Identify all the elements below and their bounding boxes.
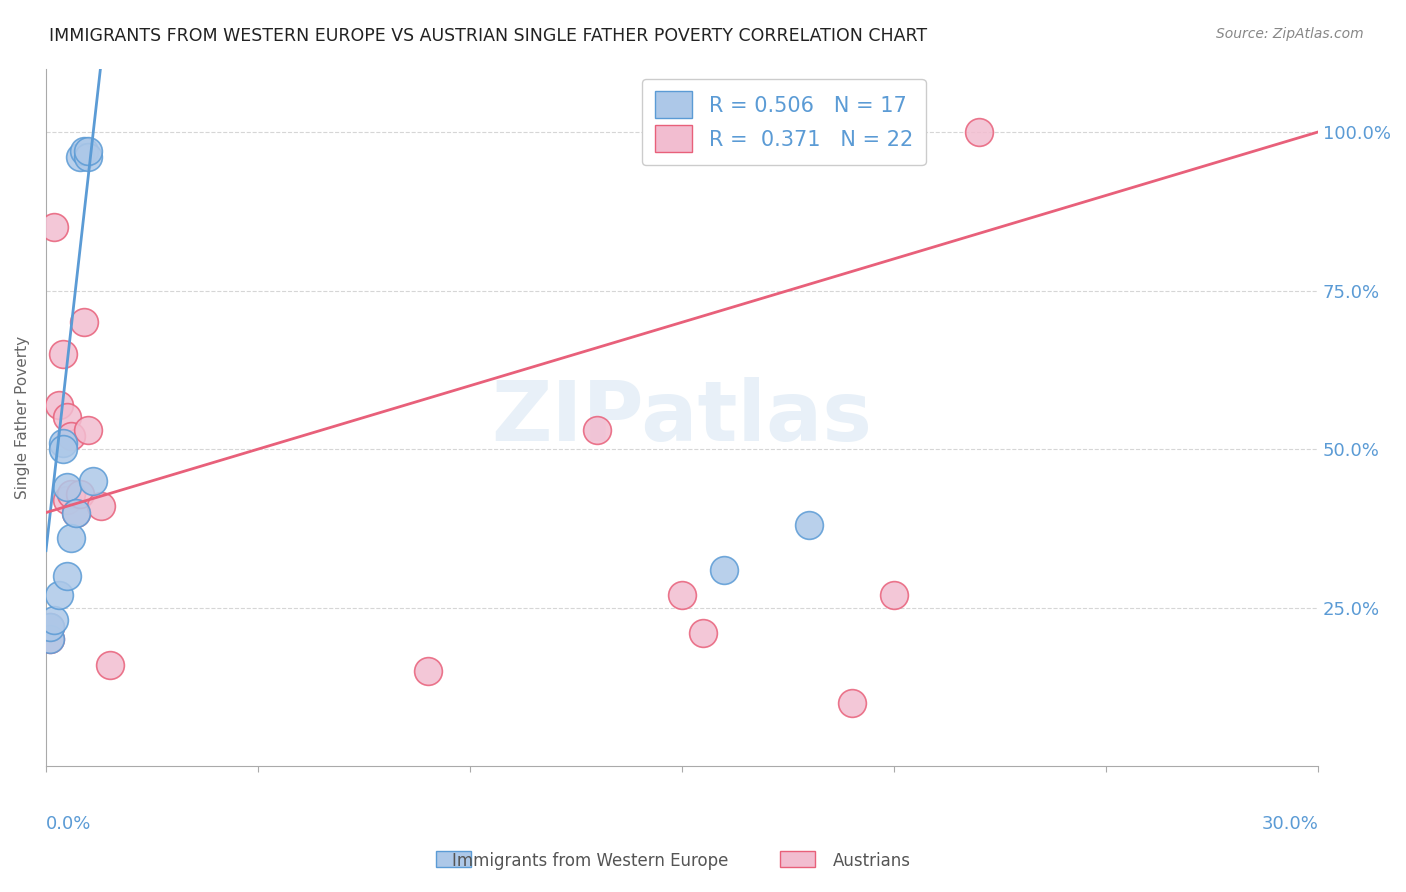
Point bbox=[39, 632, 62, 647]
Point bbox=[52, 442, 75, 457]
Point bbox=[44, 220, 66, 235]
Point bbox=[39, 632, 62, 647]
Point bbox=[586, 423, 609, 437]
Point bbox=[841, 696, 863, 710]
Point bbox=[60, 429, 83, 443]
Point bbox=[52, 435, 75, 450]
Text: Austrians: Austrians bbox=[832, 852, 911, 870]
Text: 0.0%: 0.0% bbox=[46, 815, 91, 833]
Point bbox=[967, 125, 990, 139]
Point bbox=[60, 531, 83, 545]
Point bbox=[671, 588, 693, 602]
Point bbox=[69, 150, 91, 164]
Point bbox=[56, 569, 79, 583]
Point bbox=[77, 423, 100, 437]
Point bbox=[39, 620, 62, 634]
Point bbox=[416, 664, 439, 678]
FancyBboxPatch shape bbox=[436, 851, 471, 867]
Point bbox=[692, 626, 714, 640]
FancyBboxPatch shape bbox=[780, 851, 815, 867]
Point bbox=[73, 315, 96, 329]
Point bbox=[69, 486, 91, 500]
Point bbox=[799, 518, 821, 533]
Point bbox=[44, 614, 66, 628]
Point bbox=[77, 150, 100, 164]
Point bbox=[39, 620, 62, 634]
Point bbox=[56, 492, 79, 507]
Point bbox=[883, 588, 905, 602]
Point bbox=[73, 144, 96, 158]
Point bbox=[56, 480, 79, 494]
Text: ZIPatlas: ZIPatlas bbox=[492, 377, 873, 458]
Point bbox=[77, 144, 100, 158]
Point bbox=[82, 474, 104, 488]
Point bbox=[60, 486, 83, 500]
Point bbox=[90, 500, 112, 514]
Point bbox=[48, 588, 70, 602]
Point bbox=[65, 506, 87, 520]
Text: Source: ZipAtlas.com: Source: ZipAtlas.com bbox=[1216, 27, 1364, 41]
Point bbox=[56, 410, 79, 425]
Y-axis label: Single Father Poverty: Single Father Poverty bbox=[15, 336, 30, 499]
Point bbox=[713, 563, 735, 577]
Point bbox=[52, 347, 75, 361]
Text: IMMIGRANTS FROM WESTERN EUROPE VS AUSTRIAN SINGLE FATHER POVERTY CORRELATION CHA: IMMIGRANTS FROM WESTERN EUROPE VS AUSTRI… bbox=[49, 27, 928, 45]
Text: Immigrants from Western Europe: Immigrants from Western Europe bbox=[453, 852, 728, 870]
Point bbox=[48, 398, 70, 412]
Point bbox=[98, 657, 121, 672]
Point bbox=[65, 506, 87, 520]
Text: 30.0%: 30.0% bbox=[1261, 815, 1319, 833]
Legend: R = 0.506   N = 17, R =  0.371   N = 22: R = 0.506 N = 17, R = 0.371 N = 22 bbox=[643, 78, 925, 165]
